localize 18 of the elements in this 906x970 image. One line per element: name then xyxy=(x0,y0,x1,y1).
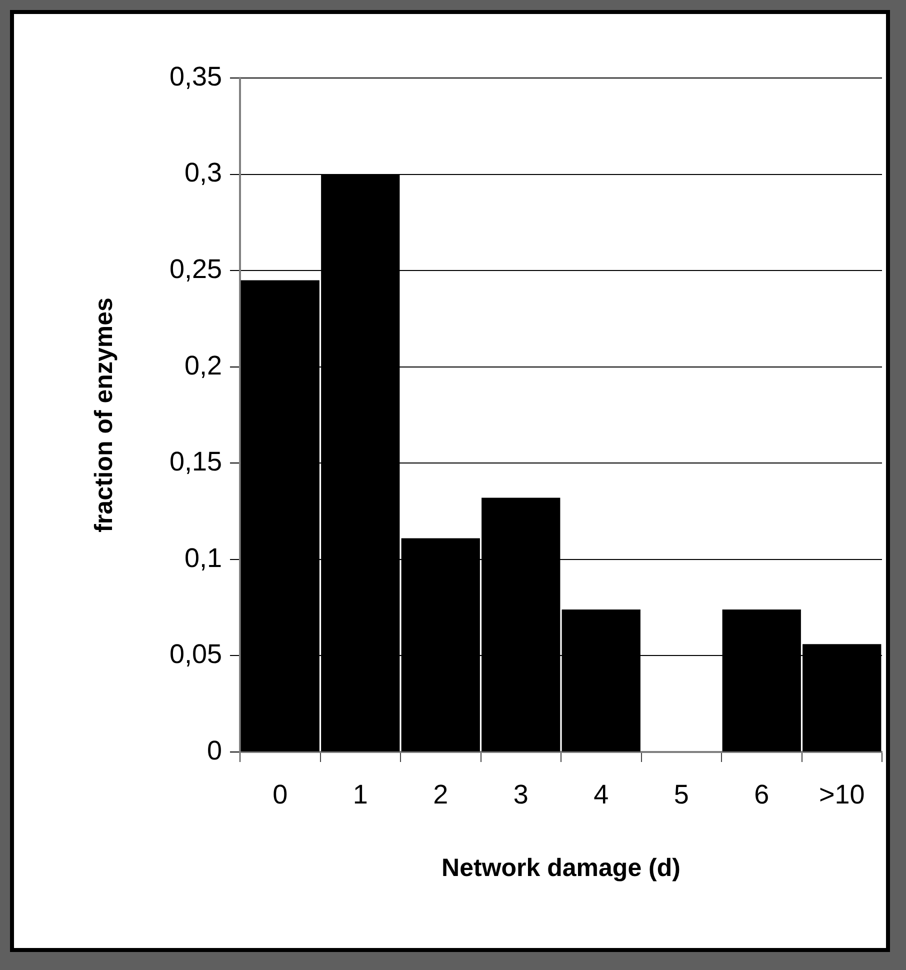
y-tick-label: 0 xyxy=(206,735,222,766)
x-tick-label: 2 xyxy=(433,780,448,810)
y-axis-title: fraction of enzymes xyxy=(90,298,118,532)
y-tick-label: 0,15 xyxy=(169,446,222,477)
x-tick-label: >10 xyxy=(818,780,865,810)
y-tick-label: 0,05 xyxy=(169,639,222,670)
x-tick-label: 1 xyxy=(352,780,368,810)
x-axis-title: Network damage (d) xyxy=(442,854,680,882)
x-tick-label: 6 xyxy=(754,780,770,810)
y-tick-label: 0,1 xyxy=(184,542,222,573)
y-tick-label: 0,25 xyxy=(169,254,222,284)
x-tick-label: 3 xyxy=(513,780,528,810)
x-tick-label: 4 xyxy=(594,780,609,810)
y-tick-label: 0,35 xyxy=(169,61,222,92)
y-tick-label: 0,3 xyxy=(184,158,222,188)
y-tick-label: 0,2 xyxy=(184,350,222,380)
x-tick-label: 5 xyxy=(674,780,689,810)
x-tick-label: 0 xyxy=(272,780,288,810)
